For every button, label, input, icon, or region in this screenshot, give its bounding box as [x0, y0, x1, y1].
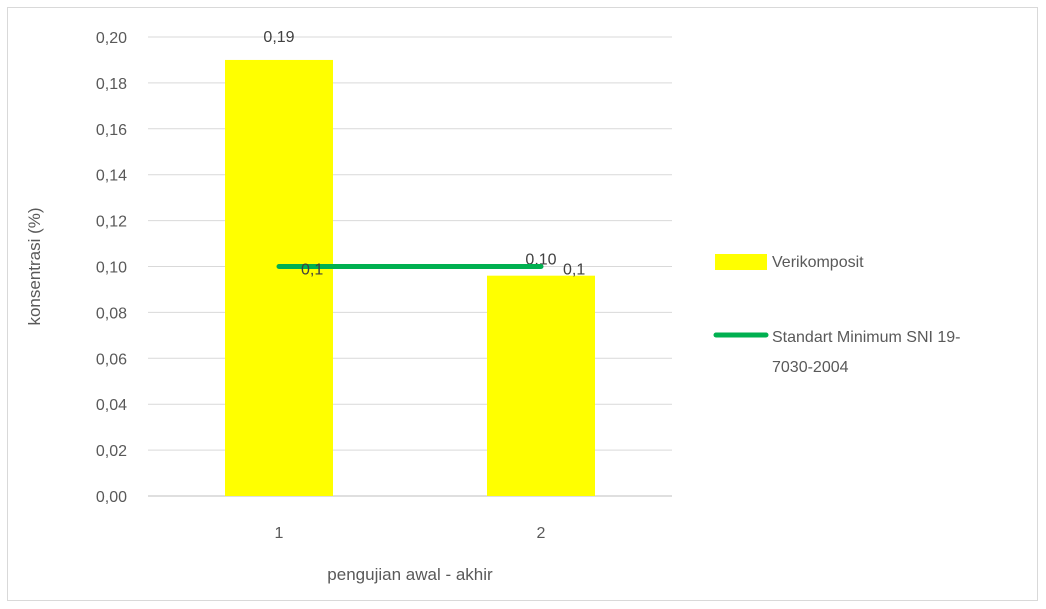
y-tick-label: 0,12	[96, 214, 127, 231]
y-tick-label: 0,00	[96, 489, 127, 506]
line-data-label: 0,1	[301, 262, 323, 279]
y-tick-label: 0,20	[96, 30, 127, 47]
y-axis-title: konsentrasi (%)	[25, 207, 44, 325]
legend: Verikomposit Standart Minimum SNI 19- 7030…	[713, 254, 961, 376]
legend-swatch-bar	[715, 254, 767, 270]
line-series: 0,1 0,1	[276, 262, 585, 279]
y-tick-label: 0,04	[96, 397, 127, 414]
y-tick-label: 0,14	[96, 168, 127, 185]
y-tick-label: 0,18	[96, 76, 127, 93]
bar-data-label: 0,19	[263, 29, 294, 46]
line-data-label: 0,1	[563, 262, 585, 279]
y-tick-label: 0,10	[96, 260, 127, 277]
x-tick-label: 2	[537, 525, 546, 542]
x-axis-title: pengujian awal - akhir	[327, 565, 493, 584]
y-tick-label: 0,16	[96, 122, 127, 139]
legend-label: Verikomposit	[772, 254, 864, 271]
bar	[487, 275, 595, 496]
y-axis-tick-labels: 0,00 0,02 0,04 0,06 0,08 0,10 0,12 0,14 0,16 0,18…	[96, 30, 127, 506]
bar-series: 0,190,10	[225, 29, 595, 496]
y-tick-label: 0,06	[96, 351, 127, 368]
legend-label: 7030-2004	[772, 359, 849, 376]
x-tick-label: 1	[275, 525, 284, 542]
bar	[225, 59, 333, 496]
y-tick-label: 0,08	[96, 305, 127, 322]
y-tick-label: 0,02	[96, 443, 127, 460]
legend-label: Standart Minimum SNI 19-	[772, 329, 961, 346]
